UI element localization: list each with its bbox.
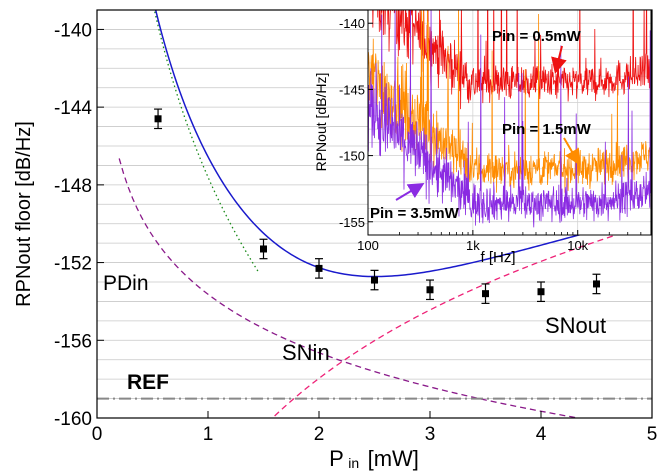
label-snout: SNout (545, 313, 606, 338)
data-point (259, 238, 268, 260)
data-point (315, 258, 323, 279)
inset-x-tick-label: 1k (466, 238, 480, 253)
x-axis-title-unit: [mW] (368, 446, 419, 471)
data-point (481, 283, 490, 304)
inset-x-tick-label: 10k (567, 238, 588, 253)
x-tick-label: 1 (203, 424, 214, 445)
x-tick-label: 4 (536, 424, 547, 445)
x-axis-title-main: P (329, 446, 344, 471)
label-pdin: PDin (103, 272, 149, 295)
data-point (154, 108, 163, 130)
y-tick-label: -148 (54, 176, 92, 197)
x-tick-label: 3 (425, 424, 436, 445)
inset-x-axis-title: f [Hz] (480, 249, 515, 266)
inset-arrow-orange (563, 137, 581, 166)
x-tick-label: 2 (314, 424, 325, 445)
data-point (370, 269, 379, 291)
pdin-curve (153, 10, 259, 272)
data-point (537, 281, 545, 303)
inset-trace-0 (370, 10, 651, 110)
inset-traces (368, 10, 651, 228)
x-axis-title: P in [mW] (329, 446, 419, 472)
y-tick-label: -156 (54, 331, 92, 352)
y-tick-label: -160 (54, 409, 92, 430)
y-tick-label: -152 (54, 254, 92, 275)
y-axis-title: RPNout floor [dB/Hz] (13, 121, 35, 307)
y-tick-label: -144 (54, 98, 92, 119)
label-snin: SNin (282, 340, 330, 365)
inset-label-1: Pin = 1.5mW (502, 121, 592, 138)
inset-trace-2 (368, 10, 651, 228)
inset-plot-frame (367, 9, 652, 236)
y-tick-label: -140 (54, 20, 92, 41)
inset-ticks: -155 -150 -145 -140 100 1k 10k (339, 16, 652, 253)
inset-y-tick-label: -155 (339, 215, 365, 230)
inset-label-2: Pin = 3.5mW (370, 205, 460, 222)
main-ticks: -160 -156 -152 -148 -144 -140 0 1 2 3 4 5 (54, 20, 657, 445)
main-curves (97, 10, 652, 418)
inset-y-tick-label: -150 (339, 149, 365, 164)
inset-arrow-red (551, 45, 567, 74)
main-points (154, 108, 601, 304)
inset-y-axis-title: RPNout [dB/Hz] (313, 73, 329, 172)
data-point (426, 279, 434, 301)
x-axis-title-sub: in (348, 455, 359, 471)
x-tick-label: 5 (647, 424, 658, 445)
total-fit-curve (154, 10, 652, 278)
inset-y-tick-label: -140 (339, 16, 365, 31)
label-ref: REF (127, 371, 169, 394)
x-tick-label: 0 (92, 424, 103, 445)
inset-trace-1 (368, 10, 651, 193)
inset-y-tick-label: -145 (339, 82, 365, 97)
data-point (592, 273, 601, 295)
inset-arrow-purple (395, 182, 425, 201)
inset-arrows (395, 45, 581, 201)
snin-curve (118, 158, 582, 418)
inset-label-0: Pin = 0.5mW (492, 28, 582, 45)
snout-curve (274, 223, 652, 417)
inset-x-tick-label: 100 (357, 238, 379, 253)
